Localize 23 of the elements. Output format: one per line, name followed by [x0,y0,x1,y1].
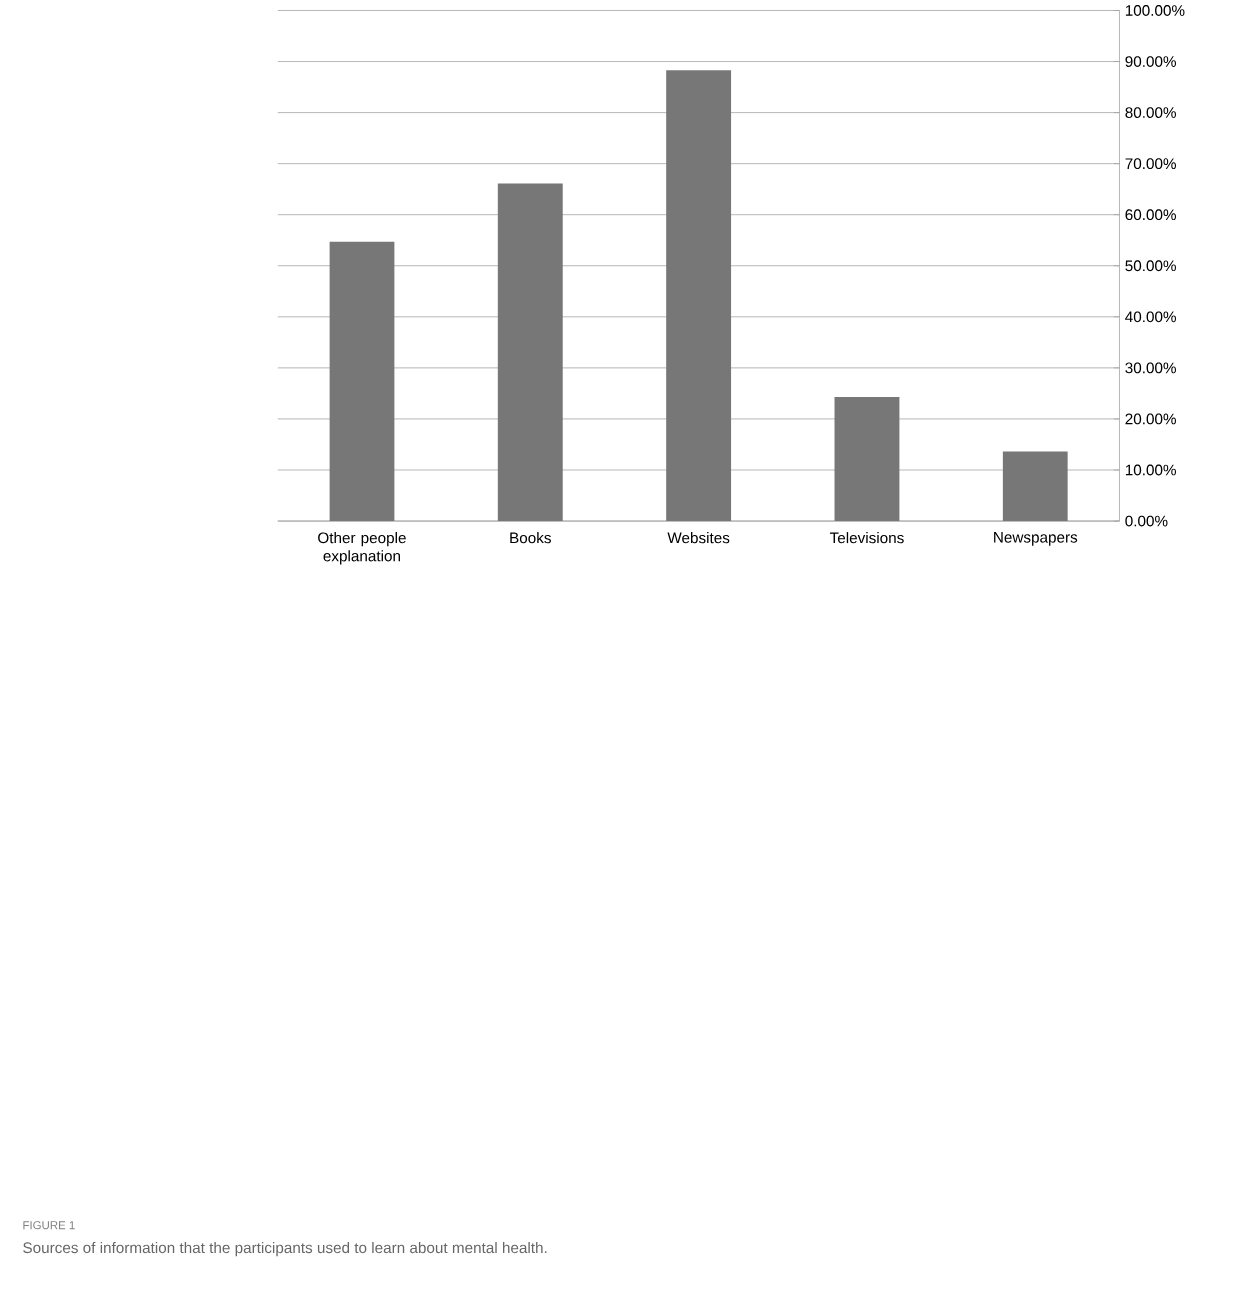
x-tick-label: Other people explanation [318,532,406,565]
bar [1002,451,1068,522]
x-tick-label: Newspapers [994,532,1078,546]
bar [329,241,395,522]
y-tick-label: 80.00% [1125,107,1176,119]
y-tick-label: 20.00% [1125,413,1176,425]
y-tick-label: 0.00% [1125,515,1168,527]
bar [666,70,732,522]
x-tick-label: Websites [667,532,730,544]
y-tick-label: 90.00% [1125,56,1176,67]
source-note: Sources of information that the participants used to learn about mental health. [23,1241,547,1257]
x-tick-label: Televisions [829,532,904,544]
caption: FIGURE 1 [23,1221,75,1230]
x-tick-label: Books [510,532,551,544]
y-tick-label: 10.00% [1125,464,1176,476]
bar [834,396,900,522]
y-tick-label: 30.00% [1125,362,1176,374]
y-tick-label: 40.00% [1125,311,1176,323]
bar [497,183,563,522]
y-tick-label: 70.00% [1125,158,1176,170]
y-tick-label: 100.00% [1125,5,1185,16]
y-tick-label: 60.00% [1125,209,1176,221]
y-tick-label: 50.00% [1125,260,1176,272]
